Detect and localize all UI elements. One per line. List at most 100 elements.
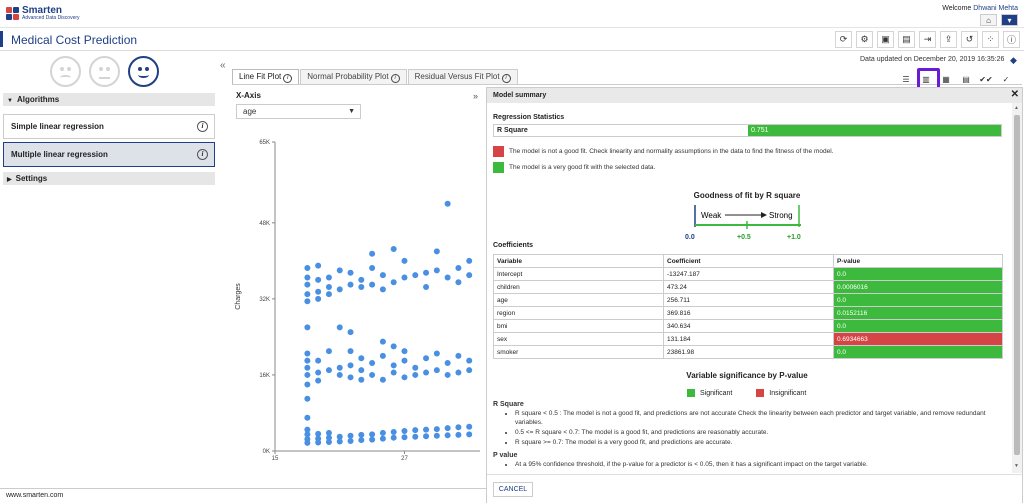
data-point: [444, 360, 451, 367]
variable-cell: age: [493, 293, 664, 307]
table-icon: ▦: [942, 74, 950, 84]
data-point: [412, 272, 419, 279]
data-point: [315, 295, 322, 302]
list-view-button[interactable]: ☰: [898, 71, 914, 87]
data-point: [304, 371, 311, 378]
x-tick-label: 27: [401, 456, 408, 462]
info-icon[interactable]: i: [283, 74, 293, 83]
data-point: [304, 291, 311, 298]
model-summary-button[interactable]: ▥: [918, 71, 934, 87]
coefficient-cell: -13247.187: [663, 267, 834, 281]
help-button[interactable]: ⓘ: [1003, 31, 1020, 48]
algorithm-simple-linear-regression[interactable]: Simple linear regression i: [3, 114, 215, 139]
data-point: [358, 437, 365, 444]
scrollbar-thumb[interactable]: [1014, 115, 1020, 455]
algorithms-section-header[interactable]: ▼ Algorithms: [3, 93, 215, 106]
scroll-down-icon[interactable]: ▼: [1014, 463, 1019, 469]
refresh-button[interactable]: ⟳: [835, 31, 852, 48]
data-point: [423, 433, 430, 440]
export-button[interactable]: ⇥: [919, 31, 936, 48]
model-summary-dialog: Model summary ✕ Regression Statistics R S…: [486, 87, 1023, 503]
title-bar: Medical Cost Prediction ⟳ ⚙ ▣ ▤ ⇥ ⇪ ↺ ⁘ …: [0, 28, 1024, 51]
r-square-label: R Square: [497, 127, 528, 134]
table-row: smoker 23861.98 0.0: [493, 345, 1003, 359]
user-menu-button[interactable]: ▾: [1001, 14, 1018, 26]
data-point: [347, 329, 354, 336]
settings-button[interactable]: ⚙: [856, 31, 873, 48]
share-button[interactable]: ⇪: [940, 31, 957, 48]
save-as-button[interactable]: ▤: [898, 31, 915, 48]
data-point: [325, 283, 332, 290]
tab-normal-probability-plot[interactable]: Normal Probability Plot i: [300, 69, 407, 84]
pvalue-cell: 0.0: [833, 345, 1003, 359]
interpretation-notes: R Square R square < 0.5 : The model is n…: [493, 401, 1003, 470]
data-point: [358, 283, 365, 290]
settings-section-header[interactable]: ▶ Settings: [3, 172, 215, 185]
x-tick-label: 15: [272, 456, 279, 462]
variable-cell: smoker: [493, 345, 664, 359]
reload-button[interactable]: ↺: [961, 31, 978, 48]
data-point: [433, 248, 440, 255]
action-toolbar: ⟳ ⚙ ▣ ▤ ⇥ ⇪ ↺ ⁘ ⓘ: [835, 31, 1020, 48]
tab-label: Line Fit Plot: [239, 72, 282, 81]
chat-icon[interactable]: ◆: [1010, 55, 1017, 65]
data-point: [304, 350, 311, 357]
data-point: [433, 367, 440, 374]
confirm-button[interactable]: ✓: [998, 71, 1014, 87]
tab-residual-versus-fit-plot[interactable]: Residual Versus Fit Plot i: [407, 69, 518, 84]
close-icon[interactable]: ✕: [1010, 89, 1019, 100]
coefficient-cell: 340.634: [663, 319, 834, 333]
save-as-icon: ▤: [902, 34, 911, 44]
data-point: [455, 352, 462, 359]
expand-panel-button[interactable]: »: [473, 91, 479, 101]
grid-button[interactable]: ⁘: [982, 31, 999, 48]
legend-not-good-fit: The model is not a good fit. Check linea…: [493, 146, 833, 157]
info-icon[interactable]: i: [197, 121, 208, 132]
dialog-scrollbar[interactable]: ▲ ▼: [1012, 103, 1022, 473]
user-name[interactable]: Dhwani Mehta: [973, 5, 1018, 12]
logo: Smarten Advanced Data Discovery: [6, 6, 80, 21]
data-point: [358, 355, 365, 362]
pvalue-cell: 0.6934663: [833, 332, 1003, 346]
data-point: [433, 432, 440, 439]
data-point: [433, 350, 440, 357]
save-icon: ▣: [881, 34, 890, 44]
xaxis-select[interactable]: age ▼: [236, 104, 361, 119]
data-point: [369, 431, 376, 438]
data-point: [347, 432, 354, 439]
data-point: [325, 348, 332, 355]
double-check-icon: ✔✔: [979, 74, 993, 84]
save-button[interactable]: ▣: [877, 31, 894, 48]
data-point: [369, 360, 376, 367]
table-view-button[interactable]: ▦: [938, 71, 954, 87]
collapse-sidebar-button[interactable]: «: [220, 60, 226, 71]
column-header: Coefficient: [663, 254, 834, 268]
algorithms-label: Algorithms: [16, 95, 60, 104]
data-point: [390, 362, 397, 369]
data-point: [347, 269, 354, 276]
check-all-button[interactable]: ✔✔: [978, 71, 994, 87]
column-header: Variable: [493, 254, 664, 268]
variable-cell: children: [493, 280, 664, 294]
info-icon[interactable]: i: [197, 149, 208, 160]
data-point: [444, 425, 451, 432]
data-point: [379, 286, 386, 293]
grid-view-button[interactable]: ▤: [958, 71, 974, 87]
tab-line-fit-plot[interactable]: Line Fit Plot i: [232, 69, 300, 84]
data-point: [369, 371, 376, 378]
data-point: [412, 427, 419, 434]
notes-rsq-label: R Square: [493, 401, 524, 408]
info-icon[interactable]: i: [501, 74, 511, 83]
info-icon[interactable]: i: [390, 74, 400, 83]
data-point: [466, 423, 473, 430]
data-point: [401, 274, 408, 281]
legend-swatch: [493, 146, 504, 157]
data-point: [347, 348, 354, 355]
home-button[interactable]: ⌂: [980, 14, 997, 26]
cancel-button[interactable]: CANCEL: [493, 482, 533, 497]
y-axis-title: Charges: [235, 283, 242, 310]
data-point: [325, 429, 332, 436]
algorithm-multiple-linear-regression[interactable]: Multiple linear regression i: [3, 142, 215, 167]
scroll-up-icon[interactable]: ▲: [1014, 105, 1019, 111]
dialog-header: Model summary ✕: [487, 88, 1022, 103]
